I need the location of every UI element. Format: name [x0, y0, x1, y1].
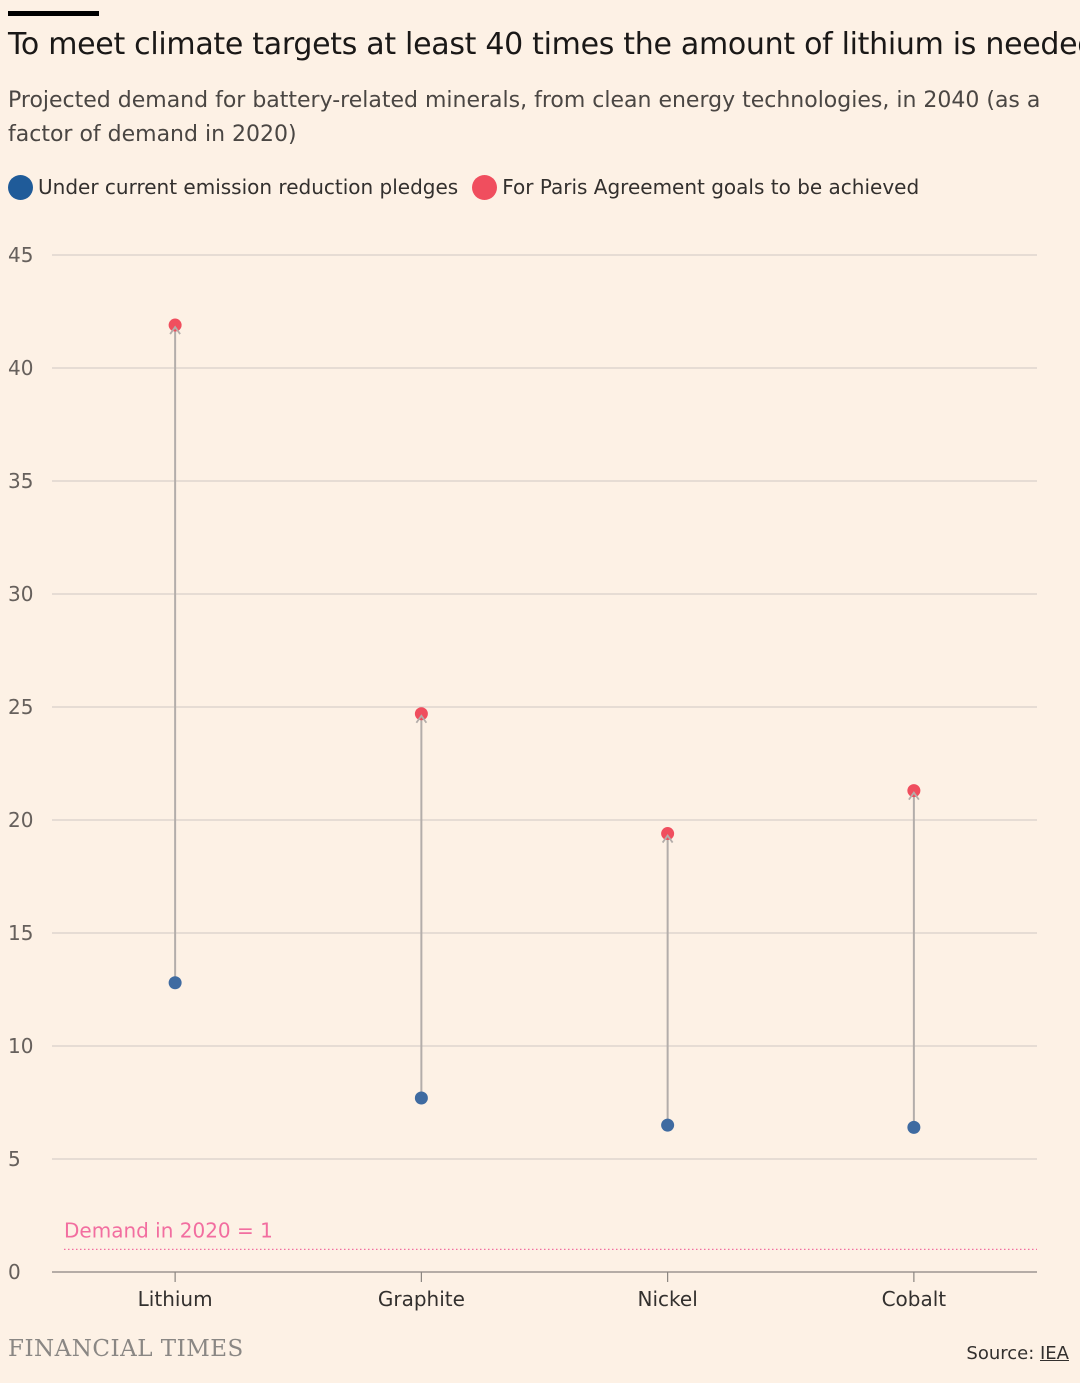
y-tick-label-30: 30	[8, 582, 33, 606]
y-tick-label-0: 0	[8, 1260, 21, 1284]
y-tick-label-15: 15	[8, 921, 33, 945]
point-pledges-lithium	[168, 976, 182, 990]
y-tick-label-40: 40	[8, 356, 33, 380]
dumbbell-chart: 0 5 10 15 20 25 30 35 40 45 Demand in 2020 = 1 Lith…	[8, 243, 1037, 1311]
point-pledges-nickel	[661, 1118, 675, 1132]
point-pledges-graphite	[414, 1091, 428, 1105]
point-paris-lithium	[168, 318, 182, 332]
point-pledges-cobalt	[907, 1120, 921, 1134]
legend-item-pledges: Under current emission reduction pledges	[8, 174, 459, 200]
legend-label-pledges: Under current emission reduction pledges	[38, 175, 459, 199]
y-tick-label-5: 5	[8, 1147, 21, 1171]
arrow-head-nickel	[661, 834, 674, 844]
y-tick-label-20: 20	[8, 808, 33, 832]
arrow-head-cobalt	[908, 791, 920, 801]
legend-swatch-paris	[472, 174, 498, 200]
source-credit: Source: IEA	[966, 1343, 1069, 1364]
chart-title: To meet climate targets at least 40 time…	[8, 27, 1080, 62]
ft-logo: FINANCIAL TIMES	[8, 1336, 244, 1362]
y-tick-label-10: 10	[8, 1034, 33, 1058]
x-tick-label-lithium: Lithium	[138, 1287, 213, 1311]
chart-subtitle: Projected demand for battery-related min…	[8, 88, 1041, 147]
legend: Under current emission reduction pledges…	[8, 172, 933, 202]
reference-line-label: Demand in 2020 = 1	[64, 1218, 273, 1242]
x-tick-label-nickel: Nickel	[638, 1287, 698, 1311]
point-paris-graphite	[414, 707, 428, 721]
point-paris-nickel	[661, 827, 675, 841]
legend-item-paris: For Paris Agreement goals to be achieved	[472, 174, 920, 200]
point-paris-cobalt	[907, 784, 921, 798]
x-tick-label-graphite: Graphite	[378, 1287, 465, 1311]
arrow-head-graphite	[415, 714, 428, 724]
source-link[interactable]: IEA	[1040, 1343, 1069, 1364]
top-accent-bar	[8, 11, 99, 16]
y-tick-label-35: 35	[8, 469, 33, 493]
arrow-head-lithium	[169, 325, 181, 335]
x-tick-label-cobalt: Cobalt	[882, 1287, 947, 1311]
y-tick-label-25: 25	[8, 695, 33, 719]
y-tick-label-45: 45	[8, 243, 33, 267]
legend-label-paris: For Paris Agreement goals to be achieved	[502, 175, 920, 199]
legend-swatch-pledges	[8, 174, 33, 200]
source-prefix: Source:	[966, 1343, 1040, 1364]
